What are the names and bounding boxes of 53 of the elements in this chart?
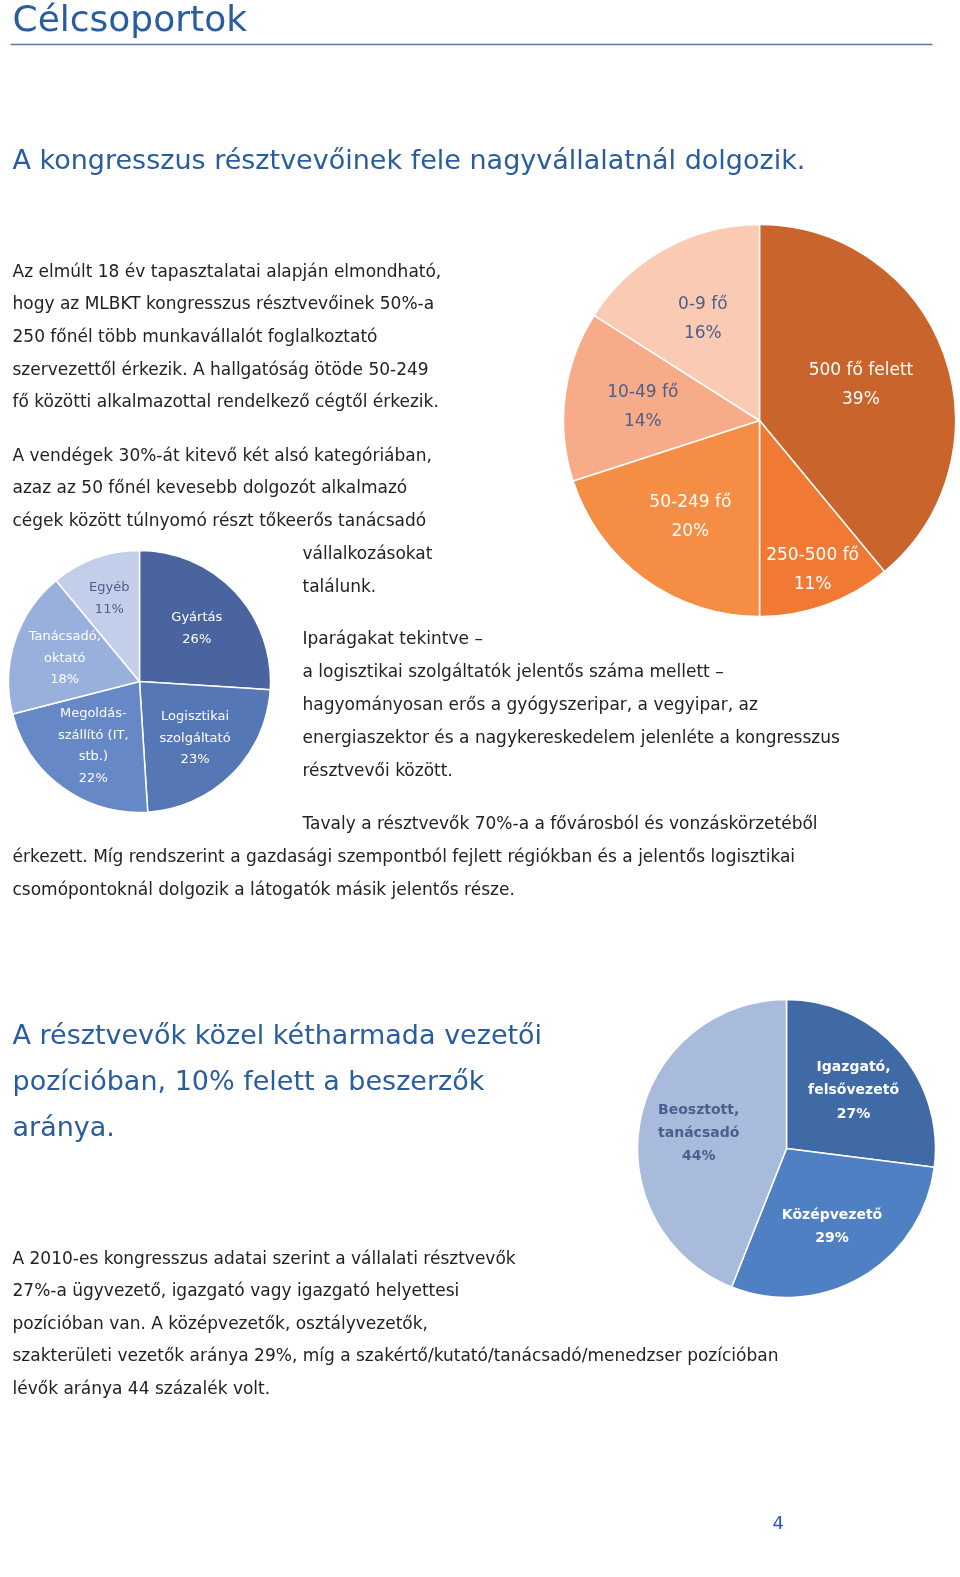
- text: hogy az MLBKT kongresszus résztvevőinek 50%-a: [12, 292, 435, 313]
- text: érkezett. Míg rendszerint a gazdasági szempontból fejlett régiókban és a jelentős logisztikai: [12, 845, 796, 866]
- data-label: 16%: [683, 321, 722, 342]
- text: résztvevői között.: [302, 759, 453, 780]
- slice-label: Igazgató, felsővezető: [808, 1058, 900, 1098]
- slice-label: Gyártás: [171, 609, 223, 625]
- text: Az elmúlt 18 év tapasztalatai alapján elmondható,: [12, 260, 442, 281]
- text: lévők aránya 44 százalék volt.: [12, 1377, 271, 1398]
- text: fő közötti alkalmazottal rendelkező cégtől érkezik.: [12, 390, 439, 411]
- text: 4: [772, 1512, 784, 1533]
- data-label: 27%: [836, 1104, 871, 1121]
- data-label: 23%: [180, 751, 210, 767]
- chart-title: A kongresszus résztvevőinek fele nagyvállalatnál dolgozik.: [12, 144, 806, 175]
- slice-label: 250-500 fő: [766, 543, 860, 564]
- data-label: 26%: [182, 631, 212, 647]
- text: energiaszektor és a nagykereskedelem jelenléte a kongresszus: [302, 726, 841, 747]
- slice-label: Beosztott, tanácsadó: [658, 1100, 740, 1140]
- text: cégek között túlnyomó részt tőkeerős tanácsadó: [12, 509, 427, 530]
- text: találunk.: [302, 575, 377, 596]
- text: Célcsoportok: [12, 0, 248, 39]
- slice-label: Megoldás-szállító (IT, stb.): [58, 704, 129, 764]
- text: szervezettől érkezik. A hallgatóság ötöde 50-249: [12, 358, 429, 379]
- slice-label: Egyéb: [89, 579, 130, 595]
- data-label: 39%: [842, 388, 880, 409]
- slice-label: Tanácsadó, oktató: [27, 627, 101, 665]
- text: Iparágakat tekintve –: [302, 627, 483, 648]
- text: A vendégek 30%-át kitevő két alsó kategóriában,: [12, 444, 432, 465]
- text: pozícióban van. A középvezetők, osztályvezetők,: [12, 1312, 428, 1333]
- text: hagyományosan erős a gyógyszeripar, a vegyipar, az: [302, 693, 758, 714]
- slice-label: 50-249 fő: [649, 491, 732, 512]
- slice-label: Középvezető: [781, 1205, 883, 1222]
- data-label: 11%: [94, 601, 124, 617]
- data-label: 44%: [681, 1146, 716, 1163]
- slice-label: 0-9 fő: [678, 292, 728, 313]
- data-label: 29%: [815, 1229, 849, 1246]
- text: A 2010-es kongresszus adatai szerint a vállalati résztvevők: [12, 1247, 516, 1268]
- slice-label: Logisztikai szolgáltató: [159, 707, 231, 745]
- slice-label: 10-49 fő: [607, 381, 679, 402]
- data-label: 18%: [50, 671, 80, 687]
- text: szakterületi vezetők aránya 29%, míg a szakértő/kutató/tanácsadó/menedzser pozícióban: [12, 1344, 779, 1365]
- slice-label: 500 fő felett: [808, 359, 914, 380]
- text: a logisztikai szolgáltatók jelentős száma mellett –: [302, 660, 724, 681]
- text: csomópontoknál dolgozik a látogatók másik jelentős része.: [12, 878, 515, 899]
- data-label: 11%: [793, 572, 832, 593]
- text: vállalkozásokat: [302, 542, 433, 563]
- text: Tavaly a résztvevők 70%-a a fővárosból és vonzáskörzetéből: [301, 812, 818, 833]
- data-label: 14%: [623, 410, 662, 431]
- text: 250 főnél több munkavállalót foglalkoztató: [12, 325, 378, 346]
- text: A résztvevők közel kétharmada vezetői pozícióban, 10% felett a beszerzők aránya.: [12, 1019, 543, 1142]
- text: azaz az 50 főnél kevesebb dolgozót alkalmazó: [12, 476, 408, 497]
- text: 27%-a ügyvezető, igazgató vagy igazgató helyettesi: [12, 1279, 460, 1300]
- data-label: 22%: [78, 770, 108, 786]
- data-label: 20%: [671, 520, 710, 541]
